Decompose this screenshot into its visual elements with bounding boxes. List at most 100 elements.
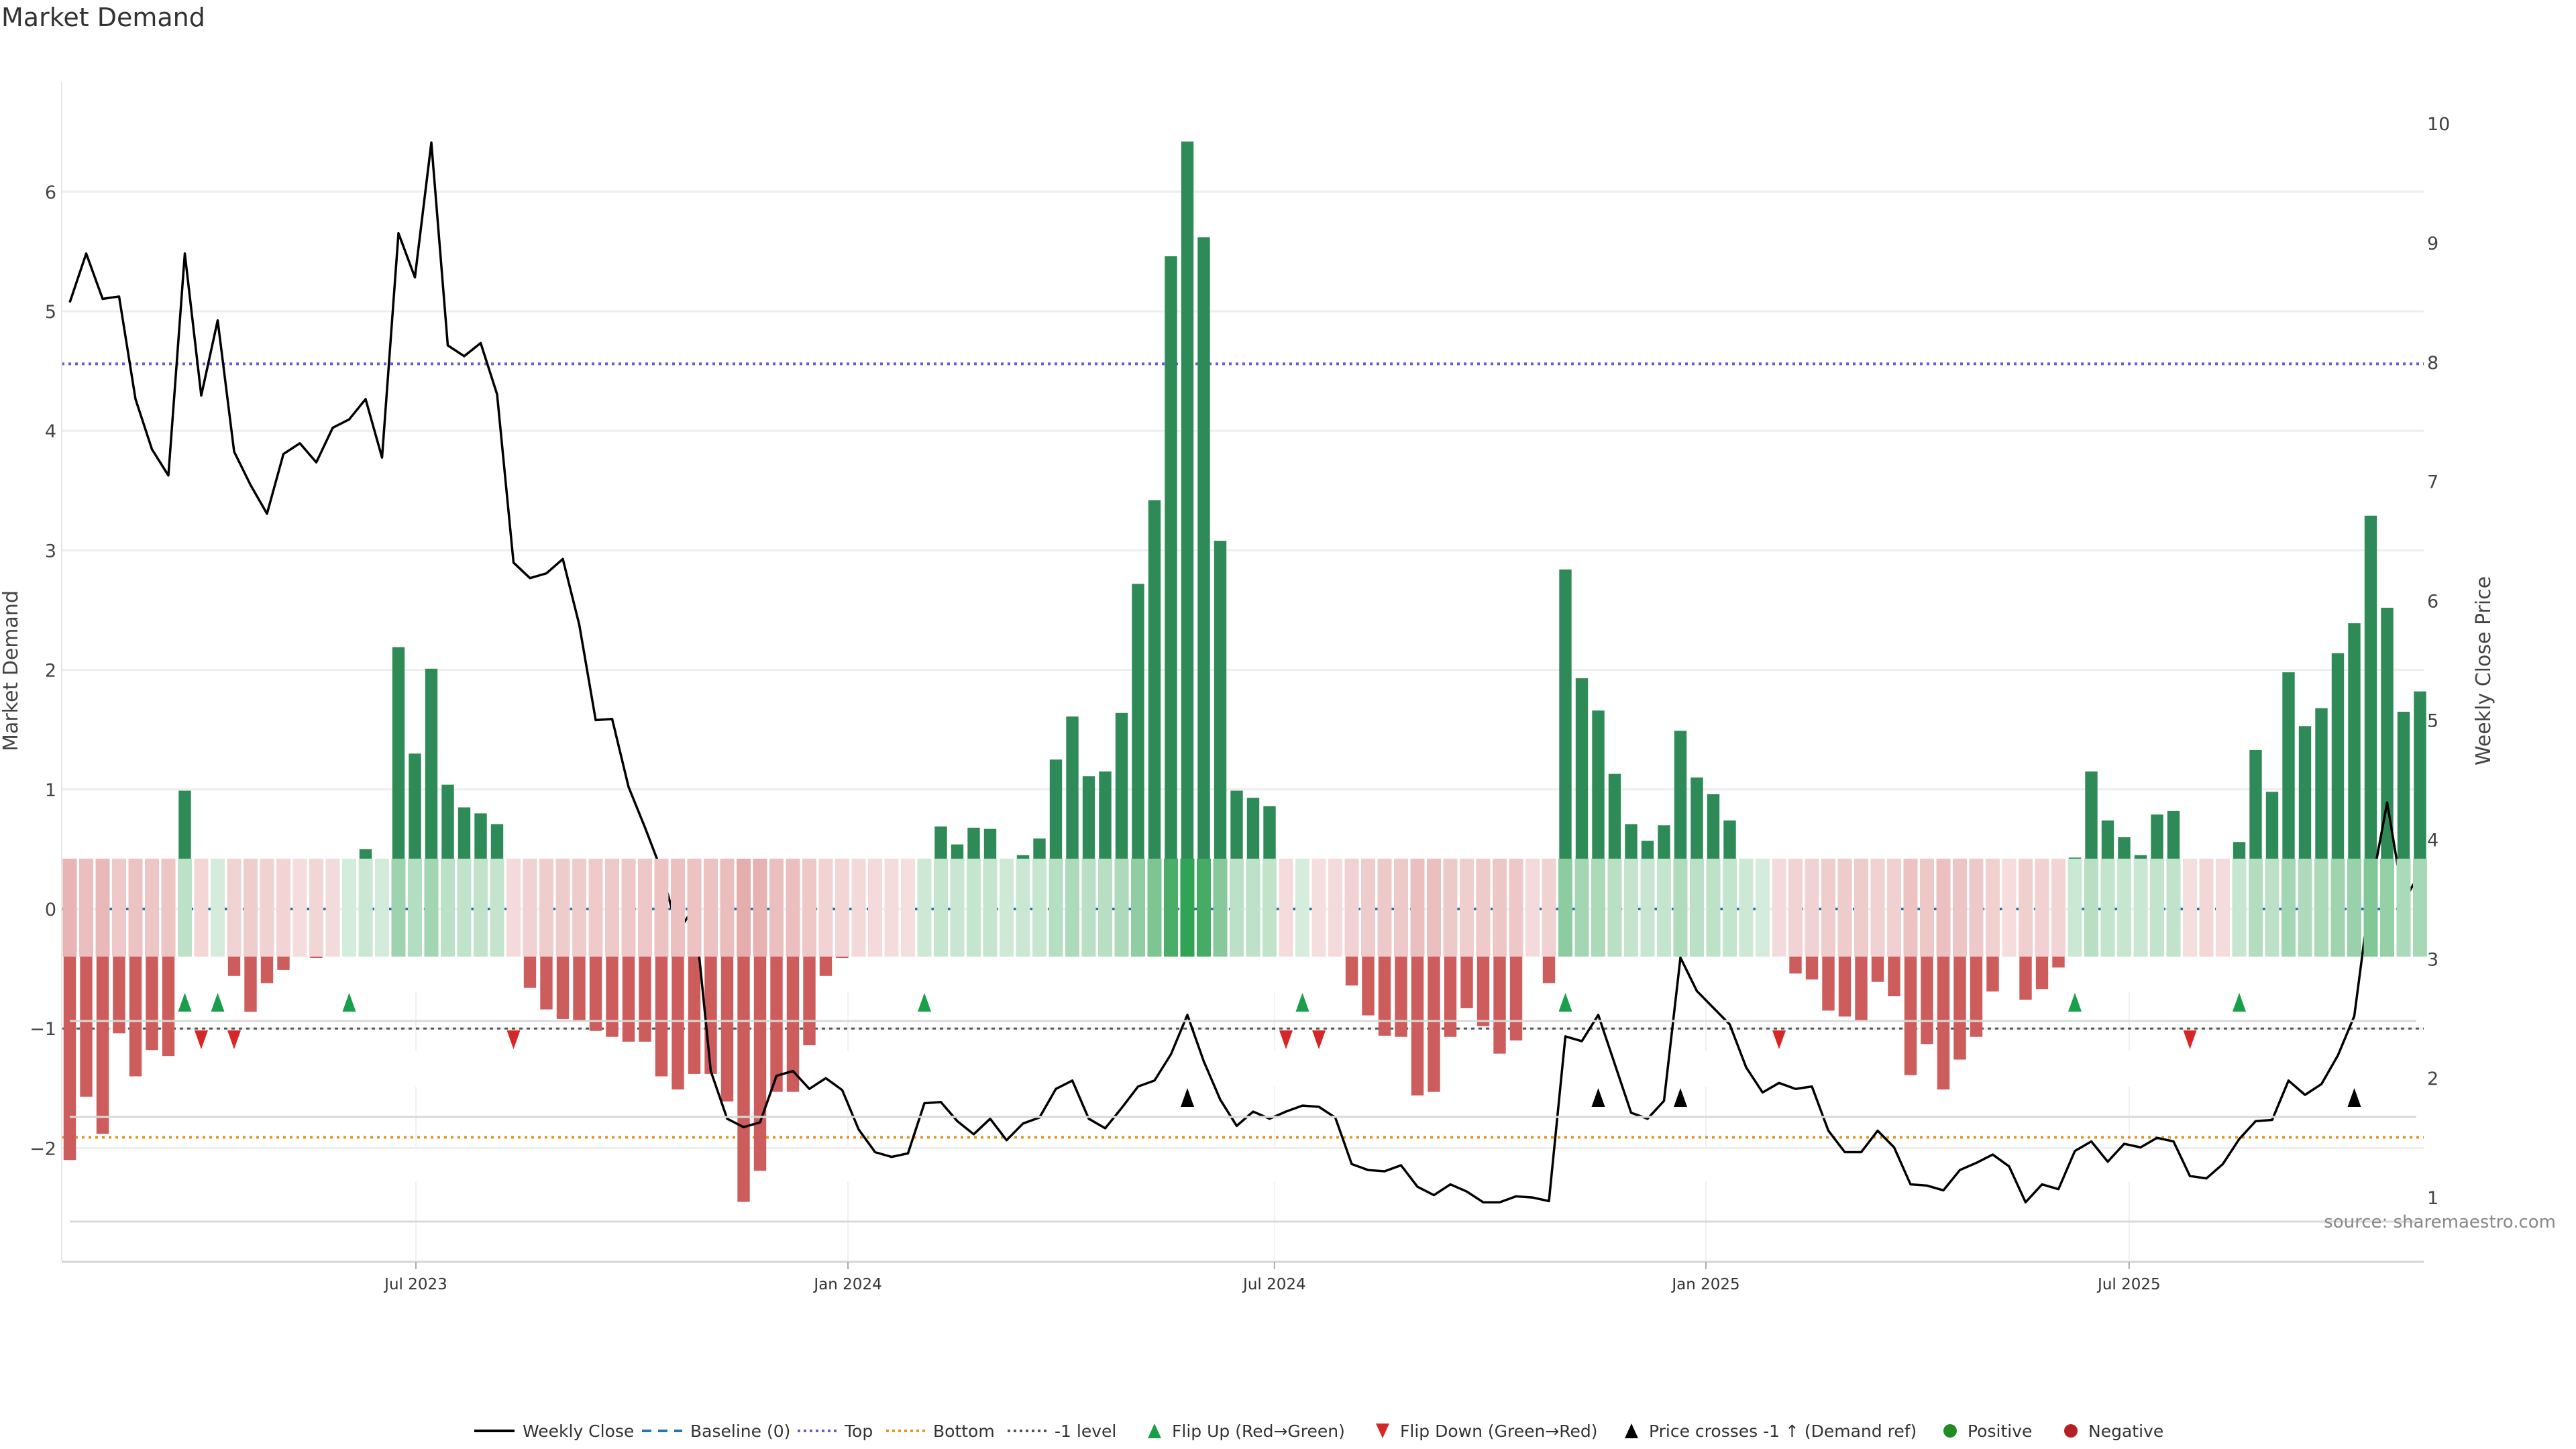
heat-cell-positive [1065,859,1079,957]
heat-cell-negative [720,859,735,957]
flip-down-marker [1772,1030,1786,1049]
y2-tick-label: 2 [2427,1069,2438,1089]
heat-cell-negative [112,859,126,957]
heat-cell-negative [1772,859,1786,957]
heat-cell-negative [901,859,915,957]
legend-swatch-flip-down-icon [1376,1424,1389,1438]
flip-up-marker [211,993,225,1012]
reference-levels [62,362,2424,1139]
heat-cell-negative [753,859,767,957]
legend-swatch-minus-one-icon [1008,1430,1046,1432]
heat-cell-negative [1344,859,1359,957]
legend-dot [2064,1424,2078,1438]
heat-cell-positive [2380,859,2394,957]
heat-cell-positive [457,859,472,957]
y-tick-label: 1 [45,780,56,801]
heat-cell-negative [244,859,258,957]
heat-cell-positive [2363,859,2378,957]
legend-swatch-negative-icon [2064,1424,2078,1438]
flip-up-marker [178,993,192,1012]
flip-down-marker [2183,1030,2197,1049]
flip-up-marker [1558,993,1572,1012]
heat-cell-positive [2150,859,2164,957]
demand-bar [2282,672,2295,909]
heat-cell-negative [1493,859,1507,957]
heat-cell-positive [1591,859,1605,957]
legend-item-top[interactable]: Top [798,1421,873,1441]
heat-cell-negative [309,859,323,957]
heat-cell-positive [1739,859,1754,957]
heat-cell-positive [2282,859,2296,957]
heat-cell-negative [2019,859,2033,957]
heat-cell-positive [1558,859,1572,957]
heat-cell-positive [1131,859,1145,957]
demand-bar [1132,584,1144,909]
heat-cell-positive [1574,859,1589,957]
legend-item-baseline[interactable]: Baseline (0) [642,1421,790,1441]
y-tick-label: 4 [45,421,56,442]
demand-bar [1165,256,1177,909]
heat-cell-positive [178,859,192,957]
heat-cell-positive [983,859,998,957]
heat-cell-positive [1295,859,1309,957]
flip-down-marker [1279,1030,1293,1049]
y2-tick-label: 3 [2427,949,2438,970]
heat-cell-positive [2265,859,2279,957]
demand-bar [1197,237,1210,909]
heat-cell-negative [1986,859,2000,957]
legend-label: Top [845,1421,873,1441]
heat-cell-positive [1246,859,1260,957]
heat-cell-negative [2035,859,2049,957]
demand-bar [737,909,750,1202]
heat-cell-positive [391,859,406,957]
heat-cell-negative [1476,859,1491,957]
heat-cell-positive [1032,859,1046,957]
heat-cell-positive [1723,859,1737,957]
legend-item-flip-down[interactable]: Flip Down (Green→Red) [1373,1421,1598,1441]
demand-bar [392,647,405,909]
heat-cell-negative [572,859,586,957]
flip-down-marker [506,1030,521,1049]
flip-up-marker [2068,993,2082,1012]
heat-cell-positive [1263,859,1277,957]
flip-up-marker [1295,993,1309,1012]
legend-item-line[interactable]: Weekly Close [474,1421,634,1441]
legend-label: -1 level [1055,1421,1117,1441]
heat-cell-negative [737,859,751,957]
heat-cell-positive [967,859,981,957]
legend-label: Negative [2088,1421,2164,1441]
heat-cell-negative [1788,859,1803,957]
price-cross-marker [2347,1088,2361,1107]
heat-cell-negative [884,859,899,957]
demand-bar [2364,515,2377,909]
price-cross-marker [1674,1088,1687,1107]
flip-down-marker [195,1030,208,1049]
heat-cell-negative [818,859,833,957]
heat-cell-negative [1279,859,1293,957]
legend-item-cross[interactable]: Price crosses -1 ↑ (Demand ref) [1622,1421,1917,1441]
x-tick-label: Jul 2023 [383,1276,447,1293]
heat-cell-positive [1016,859,1030,957]
legend-swatch-baseline-icon [642,1430,682,1432]
legend-triangle [1148,1424,1161,1438]
heat-cell-negative [2002,859,2017,957]
legend-item-bottom[interactable]: Bottom [886,1421,995,1441]
legend-item-flip-up[interactable]: Flip Up (Red→Green) [1145,1421,1345,1441]
heat-cell-positive [1180,859,1195,957]
legend-item-positive[interactable]: Positive [1941,1421,2032,1441]
legend-dot [1943,1424,1957,1438]
heat-cell-negative [95,859,110,957]
heat-cell-positive [490,859,504,957]
heat-cell-negative [1525,859,1540,957]
heat-cell-negative [2199,859,2214,957]
heat-cell-positive [2249,859,2263,957]
chart-title: Market Demand [1,3,205,32]
heat-cell-positive [1673,859,1688,957]
legend-item-negative[interactable]: Negative [2061,1421,2163,1441]
flip-up-marker [918,993,931,1012]
y2-tick-label: 4 [2427,830,2438,851]
heat-cell-positive [1706,859,1721,957]
heat-cell-negative [276,859,290,957]
legend-item-minus-one[interactable]: -1 level [1008,1421,1116,1441]
heat-cell-negative [1509,859,1523,957]
